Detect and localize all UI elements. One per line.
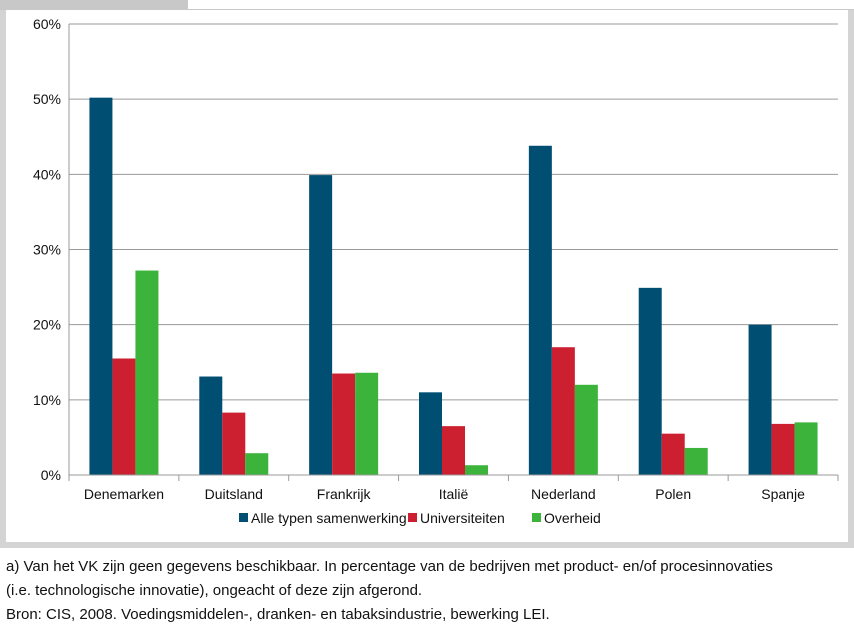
x-tick-label: Polen (655, 486, 691, 502)
gridlines (68, 23, 838, 476)
legend-label: Overheid (544, 510, 601, 526)
y-tick-label: 40% (33, 166, 61, 182)
y-axis-ticks: 0% 10% 20% 30% 40% 50% 60% (33, 16, 61, 483)
bar-overheid (684, 447, 708, 475)
bar-alle-typen (309, 175, 333, 475)
bar-overheid (355, 372, 379, 475)
bar-overheid (245, 453, 269, 475)
bars (89, 97, 818, 475)
y-tick-label: 30% (33, 242, 61, 258)
footnote-line-1: a) Van het VK zijn geen gegevens beschik… (6, 558, 773, 575)
y-tick-label: 10% (33, 392, 61, 408)
footnotes: a) Van het VK zijn geen gegevens beschik… (0, 548, 854, 626)
bar-alle-typen (748, 324, 772, 475)
footnote-line-2: (i.e. technologische innovatie), ongeach… (6, 582, 423, 599)
x-tick-label: Nederland (531, 486, 596, 502)
bar-universiteiten (771, 423, 795, 475)
bar-universiteiten (112, 358, 136, 475)
panel-divider (0, 542, 854, 548)
x-tick-label: Duitsland (205, 486, 263, 502)
bar-universiteiten (551, 347, 575, 475)
y-tick-label: 0% (41, 467, 61, 483)
legend-label: Universiteiten (420, 510, 505, 526)
bar-alle-typen (199, 376, 223, 475)
y-tick-label: 50% (33, 91, 61, 107)
cropped-title-area (188, 0, 854, 9)
legend-swatch (408, 513, 417, 522)
bar-universiteiten (332, 373, 356, 475)
chart-panel: 0% 10% 20% 30% 40% 50% 60% Denemarken Duitsland… (6, 10, 848, 542)
legend-swatch (239, 513, 248, 522)
bar-universiteiten (222, 412, 246, 475)
bar-alle-typen (89, 97, 113, 475)
bar-universiteiten (442, 426, 465, 475)
y-tick-label: 60% (33, 16, 61, 32)
x-tick-label: Frankrijk (317, 486, 372, 502)
bar-alle-typen (528, 145, 552, 475)
footnote-source: Bron: CIS, 2008. Voedingsmiddelen-, dran… (6, 606, 550, 623)
bar-alle-typen (638, 287, 662, 475)
bar-chart: 0% 10% 20% 30% 40% 50% 60% Denemarken Duitsland… (33, 16, 839, 526)
y-tick-label: 20% (33, 317, 61, 333)
bar-overheid (574, 384, 598, 475)
x-axis-ticks: Denemarken Duitsland Frankrijk Italië Nederl… (68, 474, 839, 502)
x-tick-label: Denemarken (84, 486, 164, 502)
bar-universiteiten (661, 433, 685, 475)
x-tick-label: Italië (439, 486, 469, 502)
bar-overheid (135, 270, 159, 475)
legend-label: Alle typen samenwerking (251, 510, 407, 526)
legend-swatch (532, 513, 541, 522)
bar-overheid (794, 422, 818, 475)
x-tick-label: Spanje (761, 486, 805, 502)
bar-alle-typen (419, 392, 442, 475)
legend: Alle typen samenwerking Universiteiten Ove… (239, 510, 601, 526)
bar-overheid (465, 465, 488, 475)
